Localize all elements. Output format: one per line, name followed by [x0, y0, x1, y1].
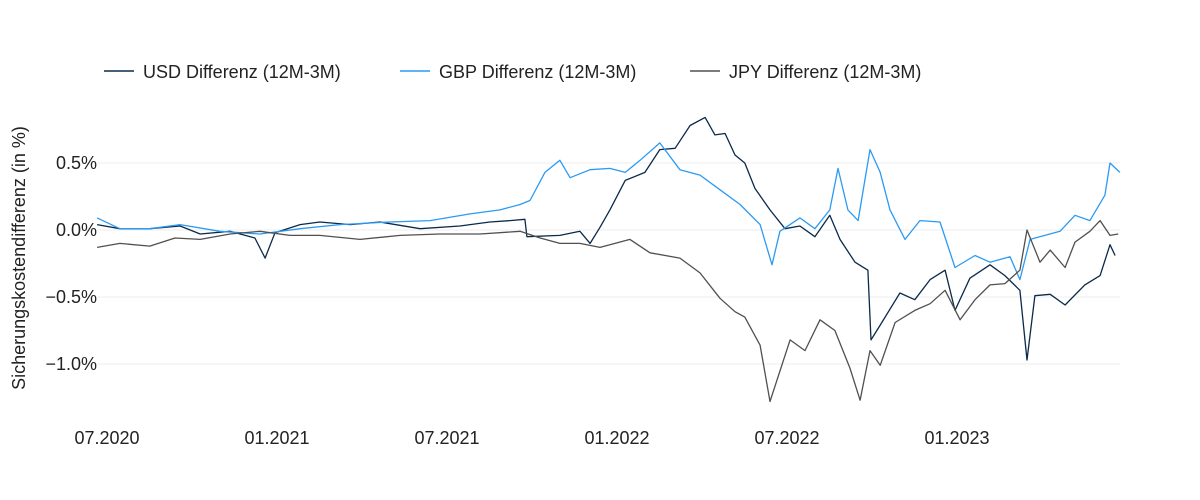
y-tick-label: −0.5%: [45, 287, 97, 307]
y-tick-label: −1.0%: [45, 354, 97, 374]
x-tick-label: 01.2023: [924, 428, 989, 448]
series-line-gbp: [96, 142, 1121, 281]
series-line-usd: [96, 116, 1116, 361]
legend-item-jpy[interactable]: JPY Differenz (12M-3M): [690, 62, 921, 82]
x-tick-label: 07.2021: [414, 428, 479, 448]
y-tick-label: 0.5%: [56, 153, 97, 173]
series-lines: [96, 116, 1121, 403]
x-tick-label: 01.2021: [244, 428, 309, 448]
x-axis-ticks: 07.2020 01.2021 07.2021 01.2022 07.2022 01.20…: [74, 428, 989, 448]
legend-label: USD Differenz (12M-3M): [143, 62, 341, 82]
legend-label: GBP Differenz (12M-3M): [439, 62, 636, 82]
x-tick-label: 01.2022: [584, 428, 649, 448]
legend: USD Differenz (12M-3M) GBP Differenz (12M…: [104, 62, 921, 82]
series-line-jpy: [96, 219, 1119, 403]
legend-item-gbp[interactable]: GBP Differenz (12M-3M): [400, 62, 636, 82]
gridlines: [97, 162, 1120, 365]
legend-item-usd[interactable]: USD Differenz (12M-3M): [104, 62, 341, 82]
y-axis-label: Sicherungskostendifferenz (in %): [9, 126, 29, 390]
legend-label: JPY Differenz (12M-3M): [729, 62, 921, 82]
x-tick-label: 07.2022: [754, 428, 819, 448]
y-tick-label: 0.0%: [56, 220, 97, 240]
y-axis-ticks: 0.5% 0.0% −0.5% −1.0%: [45, 153, 97, 374]
x-tick-label: 07.2020: [74, 428, 139, 448]
